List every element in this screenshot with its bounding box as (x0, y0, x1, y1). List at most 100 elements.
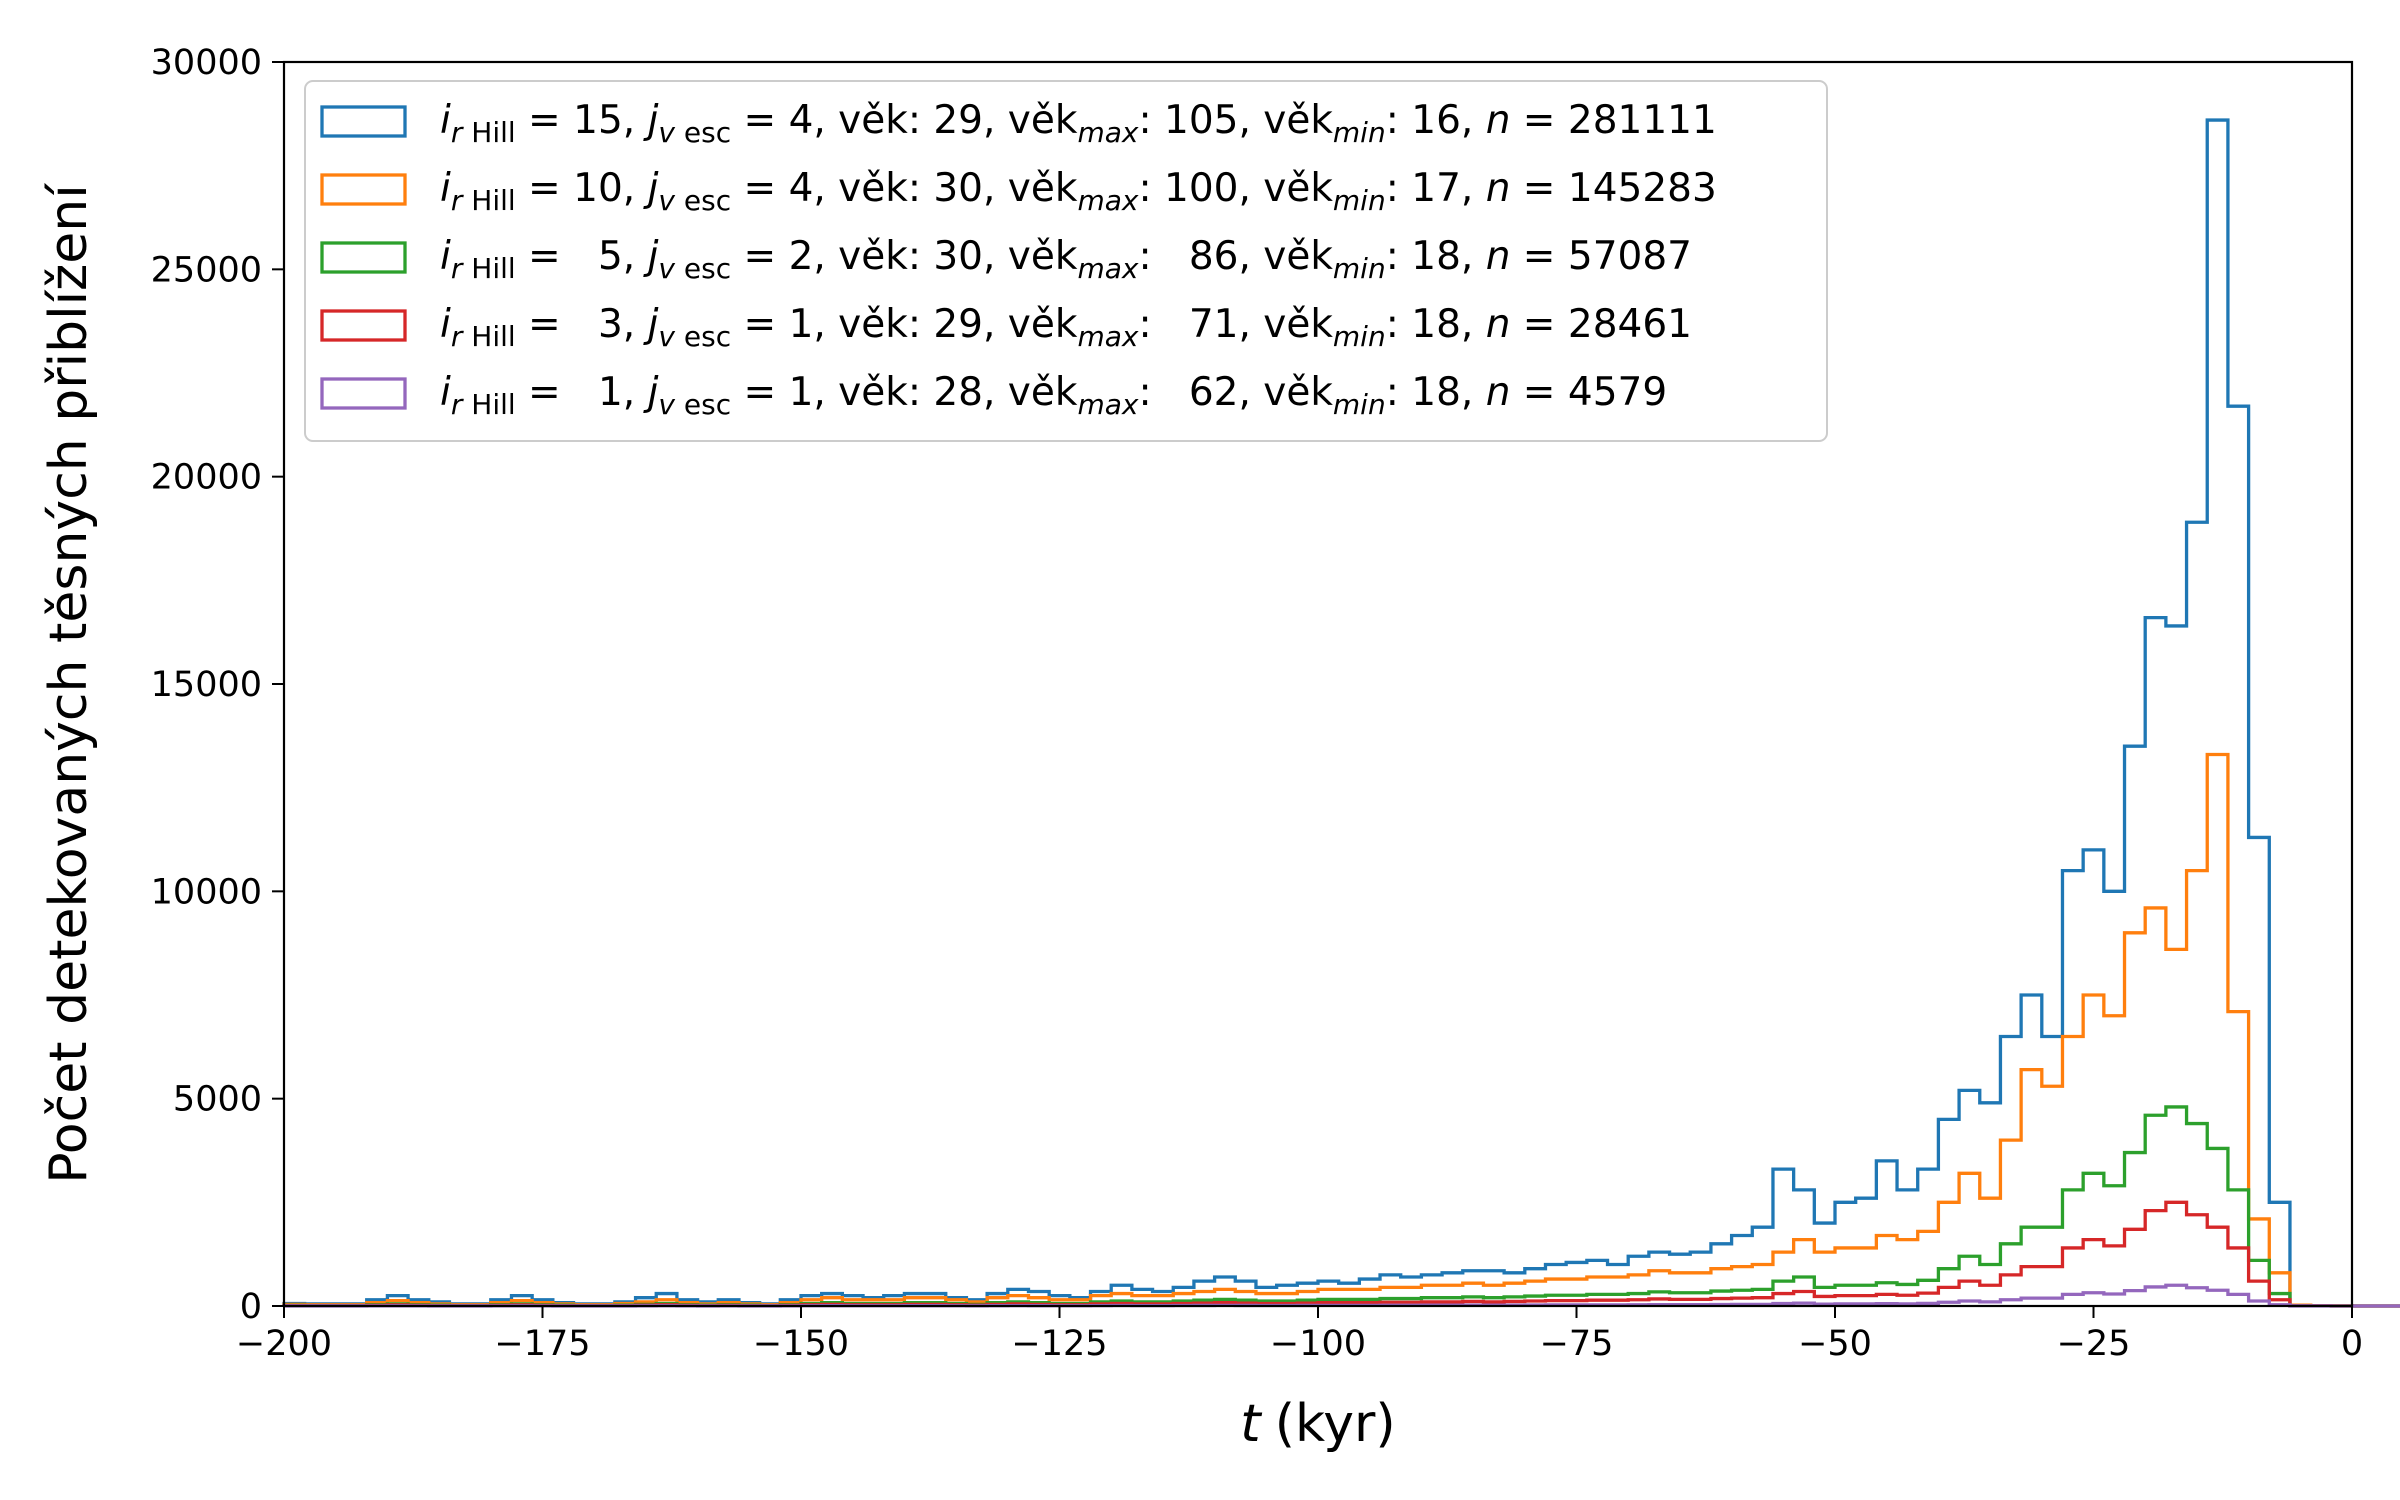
legend-label-part: esc (675, 184, 731, 217)
legend-label-part: = 57087 (1510, 234, 1692, 279)
x-axis-ticks: −200 −175 −150 −125 −100 −75 −50 −25 0 (236, 1306, 2363, 1364)
y-axis-label: Počet detekovaných těsných přiblížení (39, 183, 99, 1184)
y-tick-label: 30000 (151, 43, 262, 83)
legend-swatch-3 (320, 241, 407, 274)
legend-swatch-1 (320, 105, 407, 138)
legend-label-part: r (451, 252, 464, 285)
legend-label-part: = 2, věk: 30, věk (731, 234, 1078, 279)
legend: ir Hill = 15, jv esc = 4, věk: 29, věkma… (304, 80, 1828, 442)
legend-label-part: : 18, (1386, 370, 1486, 415)
legend-label-part: min (1333, 320, 1386, 353)
legend-label-part: = 4, věk: 30, věk (731, 166, 1078, 211)
legend-label-3: ir Hill = 5, jv esc = 2, věk: 30, věkmax… (440, 234, 1692, 285)
legend-label-part: = 1, (516, 370, 648, 415)
legend-label-part: n (1486, 98, 1511, 143)
legend-label-part: max (1077, 116, 1138, 149)
x-tick-label: −150 (753, 1324, 849, 1364)
legend-label-part: esc (675, 320, 731, 353)
legend-label-part: v (658, 320, 675, 353)
y-tick-label: 5000 (173, 1080, 262, 1120)
legend-label-part: = 3, (516, 302, 648, 347)
legend-label-part: : 18, (1386, 302, 1486, 347)
legend-label-part: = 1, věk: 29, věk (731, 302, 1078, 347)
legend-label-part: r (451, 184, 464, 217)
x-tick-label: 0 (2341, 1324, 2363, 1364)
x-axis-label-var: t (1240, 1394, 1262, 1454)
legend-label-part: i (440, 234, 451, 279)
legend-label-part: = 4579 (1510, 370, 1667, 415)
legend-label-part: n (1486, 302, 1511, 347)
x-axis-label-unit: (kyr) (1275, 1394, 1396, 1454)
x-axis-label: t (kyr) (1240, 1394, 1395, 1454)
legend-label-part: v (658, 116, 675, 149)
legend-label-part: i (440, 302, 451, 347)
legend-label-part: esc (675, 388, 731, 421)
legend-label-part: = 281111 (1510, 98, 1716, 143)
legend-label-part: = 145283 (1510, 166, 1716, 211)
x-tick-label: −50 (1798, 1324, 1872, 1364)
legend-label-part: = 15, (516, 98, 648, 143)
legend-label-part: r (451, 388, 464, 421)
legend-label-part: n (1486, 234, 1511, 279)
legend-label-5: ir Hill = 1, jv esc = 1, věk: 28, věkmax… (440, 370, 1667, 421)
legend-label-part: Hill (462, 116, 515, 149)
y-tick-label: 15000 (151, 665, 262, 705)
legend-label-1: ir Hill = 15, jv esc = 4, věk: 29, věkma… (440, 98, 1717, 149)
y-axis-ticks: 0 5000 10000 15000 20000 25000 30000 (151, 43, 284, 1327)
legend-swatch-2 (320, 173, 407, 206)
x-tick-label: −100 (1270, 1324, 1366, 1364)
legend-label-part: Hill (462, 320, 515, 353)
x-tick-label: −25 (2057, 1324, 2131, 1364)
legend-label-part: Hill (462, 184, 515, 217)
series-2-step-line (282, 752, 2400, 1308)
legend-label-part: min (1333, 388, 1386, 421)
legend-label-part: : 86, věk (1138, 234, 1333, 279)
legend-label-part: Hill (462, 252, 515, 285)
y-tick-label: 25000 (151, 250, 262, 290)
legend-label-part: v (658, 388, 675, 421)
legend-label-part: esc (675, 116, 731, 149)
legend-label-part: : 17, (1386, 166, 1486, 211)
legend-label-part: min (1333, 252, 1386, 285)
legend-label-4: ir Hill = 3, jv esc = 1, věk: 29, věkmax… (440, 302, 1692, 353)
legend-label-part: : 18, (1386, 234, 1486, 279)
legend-label-part: max (1077, 184, 1138, 217)
legend-label-part: : 100, věk (1138, 166, 1333, 211)
legend-label-part: max (1077, 320, 1138, 353)
legend-label-part: min (1333, 116, 1386, 149)
legend-label-part: v (658, 184, 675, 217)
legend-label-part: i (440, 370, 451, 415)
legend-label-2: ir Hill = 10, jv esc = 4, věk: 30, věkma… (440, 166, 1717, 217)
y-tick-label: 20000 (151, 458, 262, 498)
legend-label-part: v (658, 252, 675, 285)
y-tick-label: 0 (240, 1287, 262, 1327)
legend-swatch-5 (320, 377, 407, 410)
legend-label-part: r (451, 116, 464, 149)
legend-label-part: r (451, 320, 464, 353)
legend-label-part: = 28461 (1510, 302, 1692, 347)
legend-label-part: n (1486, 166, 1511, 211)
legend-box (304, 80, 1828, 442)
x-tick-label: −125 (1011, 1324, 1107, 1364)
series-1-step-line (282, 118, 2400, 1308)
legend-label-part: = 1, věk: 28, věk (731, 370, 1078, 415)
legend-label-part: Hill (462, 388, 515, 421)
legend-label-part: n (1486, 370, 1511, 415)
legend-label-part: min (1333, 184, 1386, 217)
legend-label-part: = 4, věk: 29, věk (731, 98, 1078, 143)
legend-label-part: max (1077, 388, 1138, 421)
legend-label-part: = 5, (516, 234, 648, 279)
legend-label-part: : 16, (1386, 98, 1486, 143)
legend-label-part: max (1077, 252, 1138, 285)
legend-swatch-4 (320, 309, 407, 342)
legend-label-part: i (440, 98, 451, 143)
legend-label-part: : 71, věk (1138, 302, 1333, 347)
legend-label-part: : 62, věk (1138, 370, 1333, 415)
y-tick-label: 10000 (151, 872, 262, 912)
legend-label-part: : 105, věk (1138, 98, 1333, 143)
x-tick-label: −75 (1540, 1324, 1614, 1364)
x-tick-label: −200 (236, 1324, 332, 1364)
legend-entries: ir Hill = 15, jv esc = 4, věk: 29, věkma… (320, 98, 1717, 421)
legend-label-part: i (440, 166, 451, 211)
